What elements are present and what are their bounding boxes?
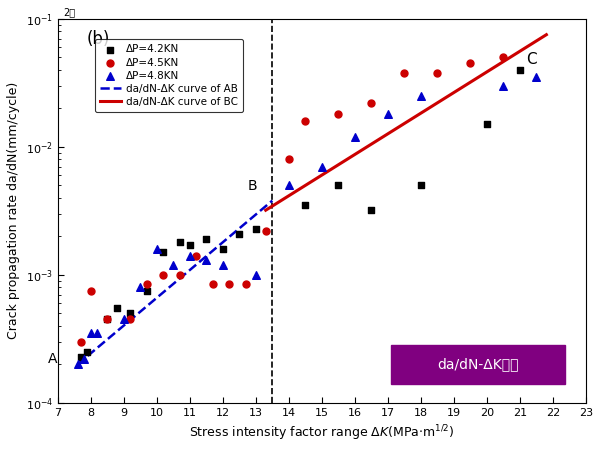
ΔP=4.5KN: [86, 288, 95, 295]
ΔP=4.2KN: [103, 316, 112, 323]
ΔP=4.5KN: [400, 69, 409, 76]
Text: (b): (b): [87, 30, 110, 48]
ΔP=4.8KN: [284, 182, 293, 189]
FancyBboxPatch shape: [391, 346, 565, 384]
ΔP=4.5KN: [125, 316, 135, 323]
Text: 2区: 2区: [63, 7, 75, 17]
ΔP=4.5KN: [433, 69, 442, 76]
ΔP=4.2KN: [112, 305, 122, 312]
ΔP=4.5KN: [224, 280, 234, 288]
ΔP=4.8KN: [92, 330, 102, 337]
ΔP=4.8KN: [218, 261, 227, 268]
Legend: ΔP=4.2KN, ΔP=4.5KN, ΔP=4.8KN, da/dN-ΔK curve of AB, da/dN-ΔK curve of BC: ΔP=4.2KN, ΔP=4.5KN, ΔP=4.8KN, da/dN-ΔK c…: [95, 39, 243, 112]
ΔP=4.8KN: [416, 92, 425, 99]
da/dN-ΔK curve of BC: [262, 207, 269, 213]
ΔP=4.5KN: [208, 280, 218, 288]
ΔP=4.8KN: [73, 361, 82, 368]
ΔP=4.8KN: [152, 245, 161, 252]
X-axis label: Stress intensity factor range $\Delta K$(MPa$\cdot$m$^{1/2}$): Stress intensity factor range $\Delta K$…: [189, 423, 455, 443]
ΔP=4.2KN: [515, 66, 525, 73]
ΔP=4.2KN: [158, 249, 168, 256]
ΔP=4.2KN: [142, 288, 152, 295]
ΔP=4.5KN: [466, 59, 475, 67]
ΔP=4.8KN: [136, 284, 145, 291]
Y-axis label: Crack propagation rate da/dN(mm/cycle): Crack propagation rate da/dN(mm/cycle): [7, 82, 20, 339]
ΔP=4.8KN: [499, 82, 508, 89]
Line: da/dN-ΔK curve of BC: da/dN-ΔK curve of BC: [266, 35, 547, 210]
ΔP=4.5KN: [334, 111, 343, 118]
ΔP=4.5KN: [175, 271, 185, 279]
ΔP=4.2KN: [251, 225, 260, 232]
ΔP=4.2KN: [235, 230, 244, 237]
Text: C: C: [527, 52, 537, 67]
ΔP=4.8KN: [383, 111, 392, 118]
ΔP=4.8KN: [532, 73, 541, 81]
da/dN-ΔK curve of AB: [74, 362, 81, 367]
ΔP=4.2KN: [416, 182, 425, 189]
ΔP=4.8KN: [119, 316, 128, 323]
ΔP=4.2KN: [202, 236, 211, 243]
ΔP=4.2KN: [175, 238, 185, 246]
ΔP=4.8KN: [317, 163, 326, 170]
ΔP=4.2KN: [185, 242, 194, 249]
ΔP=4.8KN: [86, 330, 95, 337]
ΔP=4.8KN: [169, 261, 178, 268]
Text: A: A: [48, 352, 58, 366]
ΔP=4.5KN: [301, 117, 310, 124]
ΔP=4.5KN: [158, 271, 168, 279]
ΔP=4.5KN: [191, 252, 201, 260]
ΔP=4.2KN: [83, 348, 92, 356]
ΔP=4.5KN: [284, 156, 293, 163]
ΔP=4.2KN: [367, 207, 376, 214]
ΔP=4.5KN: [142, 280, 152, 288]
ΔP=4.8KN: [251, 271, 260, 279]
ΔP=4.5KN: [499, 54, 508, 61]
ΔP=4.5KN: [76, 338, 86, 346]
ΔP=4.8KN: [350, 133, 359, 140]
ΔP=4.8KN: [185, 252, 194, 260]
ΔP=4.5KN: [367, 99, 376, 107]
ΔP=4.5KN: [103, 316, 112, 323]
ΔP=4.2KN: [76, 353, 86, 360]
ΔP=4.5KN: [241, 280, 251, 288]
da/dN-ΔK curve of BC: [543, 32, 550, 37]
Line: da/dN-ΔK curve of AB: da/dN-ΔK curve of AB: [77, 201, 272, 364]
ΔP=4.5KN: [261, 227, 271, 234]
ΔP=4.8KN: [202, 256, 211, 264]
ΔP=4.2KN: [482, 121, 492, 128]
ΔP=4.2KN: [334, 182, 343, 189]
Text: B: B: [248, 179, 257, 193]
da/dN-ΔK curve of AB: [269, 198, 276, 203]
ΔP=4.2KN: [301, 202, 310, 209]
ΔP=4.2KN: [218, 245, 227, 252]
Text: da/dN-ΔK曲线: da/dN-ΔK曲线: [437, 358, 518, 372]
ΔP=4.8KN: [79, 356, 89, 363]
ΔP=4.2KN: [125, 310, 135, 317]
